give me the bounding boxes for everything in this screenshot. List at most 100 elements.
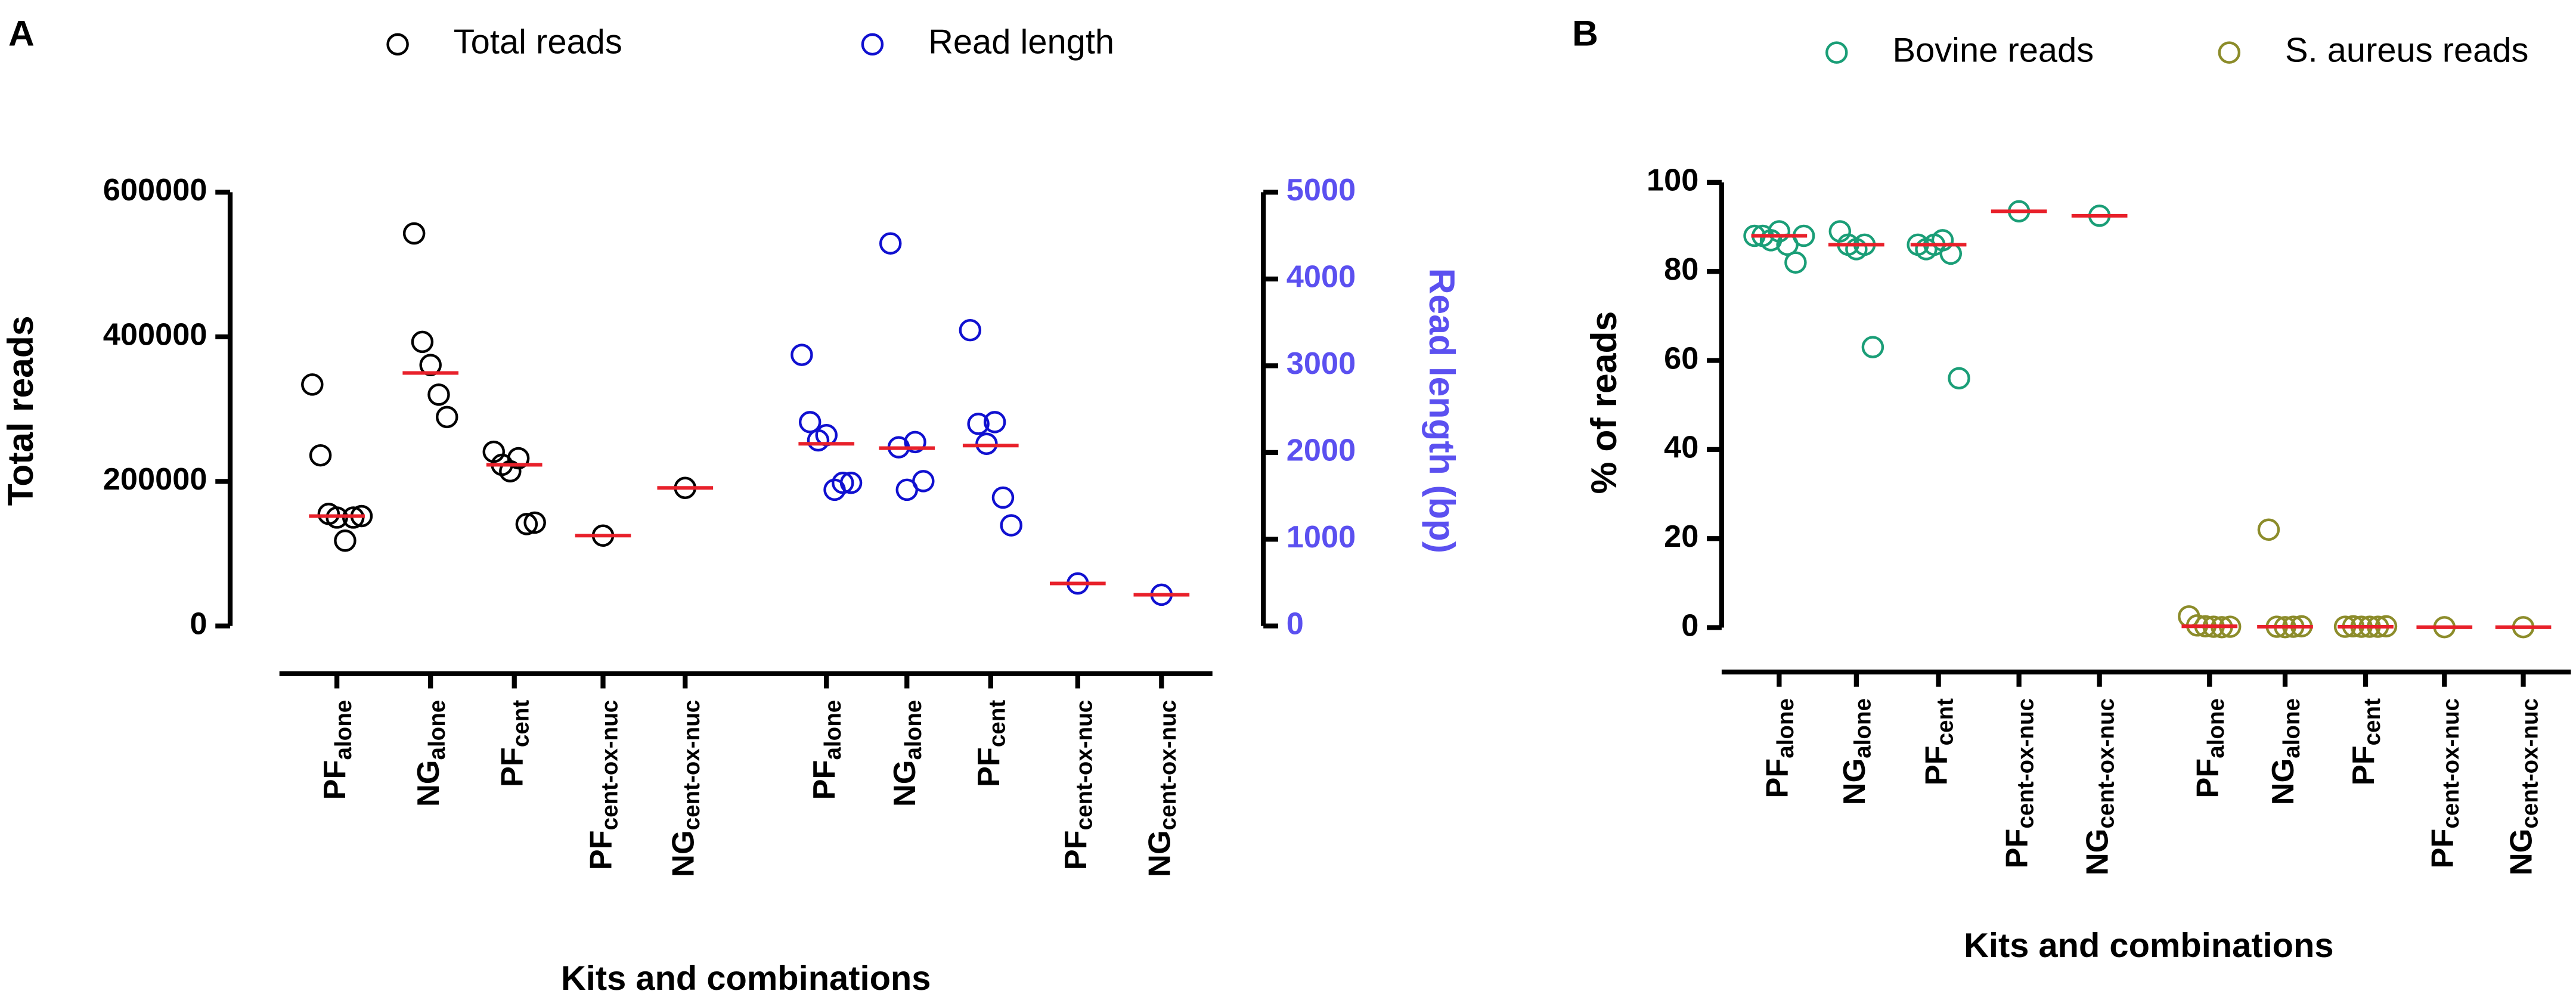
category-main: PF bbox=[2425, 829, 2460, 869]
category-main: PF bbox=[1760, 758, 1794, 798]
x-tick-label: PFalone bbox=[2190, 698, 2229, 798]
x-tick-label: NGalone bbox=[2266, 698, 2305, 805]
category-sub: cent-ox-nuc bbox=[2438, 698, 2464, 829]
data-point bbox=[983, 411, 1006, 433]
legend-label: Total reads bbox=[454, 23, 622, 61]
y2-tick-label: 3000 bbox=[1287, 346, 1356, 381]
data-point bbox=[912, 470, 935, 493]
category-main: NG bbox=[411, 760, 446, 807]
data-point bbox=[879, 232, 902, 255]
x-tick-label: NGcent-ox-nuc bbox=[666, 700, 705, 877]
y2-tick-label: 4000 bbox=[1287, 260, 1356, 295]
x-tick-label: PFalone bbox=[807, 700, 846, 800]
y-tick-label: 40 bbox=[1664, 431, 1698, 465]
category-main: NG bbox=[2080, 829, 2115, 876]
category-main: PF bbox=[1059, 830, 1093, 870]
category-main: PF bbox=[584, 830, 618, 870]
legend-label: Bovine reads bbox=[1892, 31, 2094, 69]
data-point bbox=[2257, 518, 2280, 541]
x-axis-label: Kits and combinations bbox=[561, 959, 931, 994]
category-main: NG bbox=[1837, 758, 1872, 806]
y-axis-label: % of reads bbox=[1583, 311, 1624, 494]
x-tick-label: PFcent-ox-nuc bbox=[2425, 698, 2464, 868]
x-tick-label: PFcent-ox-nuc bbox=[1059, 700, 1098, 870]
category-sub: alone bbox=[2279, 698, 2305, 758]
data-point bbox=[523, 511, 546, 534]
category-sub: cent-ox-nuc bbox=[1072, 700, 1098, 831]
y2-tick-label: 2000 bbox=[1287, 433, 1356, 468]
category-sub: cent-ox-nuc bbox=[2094, 698, 2119, 829]
x-tick-label: PFcent bbox=[1919, 698, 1958, 785]
y-tick-label: 0 bbox=[1681, 608, 1698, 643]
category-sub: cent bbox=[2360, 698, 2385, 745]
category-sub: alone bbox=[1850, 698, 1876, 758]
data-point bbox=[427, 383, 450, 406]
category-main: PF bbox=[807, 760, 842, 800]
data-point bbox=[904, 431, 926, 454]
category-main: PF bbox=[318, 760, 352, 800]
category-sub: alone bbox=[820, 700, 846, 760]
category-main: PF bbox=[495, 747, 530, 787]
category-sub: cent-ox-nuc bbox=[597, 700, 622, 831]
y-tick-label: 20 bbox=[1664, 519, 1698, 554]
x-tick-label: NGcent-ox-nuc bbox=[1142, 700, 1181, 877]
panel-label: A bbox=[8, 13, 35, 54]
legend-marker bbox=[386, 33, 409, 56]
x-tick-label: PFcent bbox=[495, 700, 534, 787]
y2-tick-label: 1000 bbox=[1287, 520, 1356, 555]
legend-label: Read length bbox=[928, 23, 1114, 61]
legend-marker bbox=[2218, 41, 2241, 64]
data-point bbox=[402, 222, 426, 245]
x-axis-label: Kits and combinations bbox=[1964, 927, 2333, 965]
category-sub: cent-ox-nuc bbox=[2518, 698, 2543, 829]
category-sub: cent-ox-nuc bbox=[679, 700, 705, 831]
x-tick-label: PFalone bbox=[318, 700, 357, 800]
data-point bbox=[991, 486, 1015, 509]
category-main: PF bbox=[2346, 745, 2381, 785]
data-point bbox=[507, 447, 530, 470]
data-point bbox=[967, 413, 990, 435]
data-point bbox=[832, 472, 854, 494]
category-main: PF bbox=[972, 747, 1006, 787]
y2-axis-label: Read length (bp) bbox=[1422, 268, 1462, 553]
data-point bbox=[1861, 336, 1884, 358]
y-tick-label: 100 bbox=[1647, 163, 1698, 198]
category-sub: alone bbox=[1773, 698, 1799, 758]
category-main: NG bbox=[2504, 829, 2538, 876]
data-point bbox=[839, 472, 863, 494]
y-tick-label: 400000 bbox=[103, 318, 207, 352]
x-tick-label: NGcent-ox-nuc bbox=[2080, 698, 2119, 875]
category-sub: cent bbox=[509, 700, 534, 747]
data-point bbox=[798, 411, 822, 433]
x-tick-label: NGalone bbox=[888, 700, 926, 807]
data-point bbox=[301, 373, 324, 396]
y-axis-label: Total reads bbox=[0, 315, 41, 506]
category-main: PF bbox=[2190, 758, 2225, 798]
category-sub: cent-ox-nuc bbox=[1155, 700, 1181, 831]
x-tick-label: PFcent-ox-nuc bbox=[584, 700, 622, 870]
panel-label: B bbox=[1572, 13, 1598, 54]
category-sub: cent bbox=[1933, 698, 1958, 745]
legend-label: S. aureus reads bbox=[2285, 31, 2528, 69]
data-point bbox=[411, 330, 434, 354]
x-tick-label: PFcent bbox=[972, 700, 1010, 787]
y-tick-label: 200000 bbox=[103, 462, 207, 497]
x-tick-label: NGalone bbox=[1837, 698, 1876, 805]
category-sub: alone bbox=[331, 700, 357, 760]
legend-marker bbox=[1825, 41, 1848, 64]
category-sub: cent bbox=[985, 700, 1010, 747]
x-tick-label: PFalone bbox=[1760, 698, 1799, 798]
category-sub: alone bbox=[901, 700, 926, 760]
data-point bbox=[1000, 514, 1022, 537]
data-point bbox=[515, 513, 538, 535]
y-tick-label: 60 bbox=[1664, 341, 1698, 376]
y-tick-label: 600000 bbox=[103, 173, 207, 208]
data-point bbox=[419, 354, 442, 376]
category-main: NG bbox=[2266, 758, 2301, 806]
category-main: NG bbox=[1142, 830, 1177, 877]
y2-tick-label: 0 bbox=[1287, 607, 1304, 642]
category-main: PF bbox=[2000, 829, 2034, 869]
data-point bbox=[436, 405, 458, 429]
